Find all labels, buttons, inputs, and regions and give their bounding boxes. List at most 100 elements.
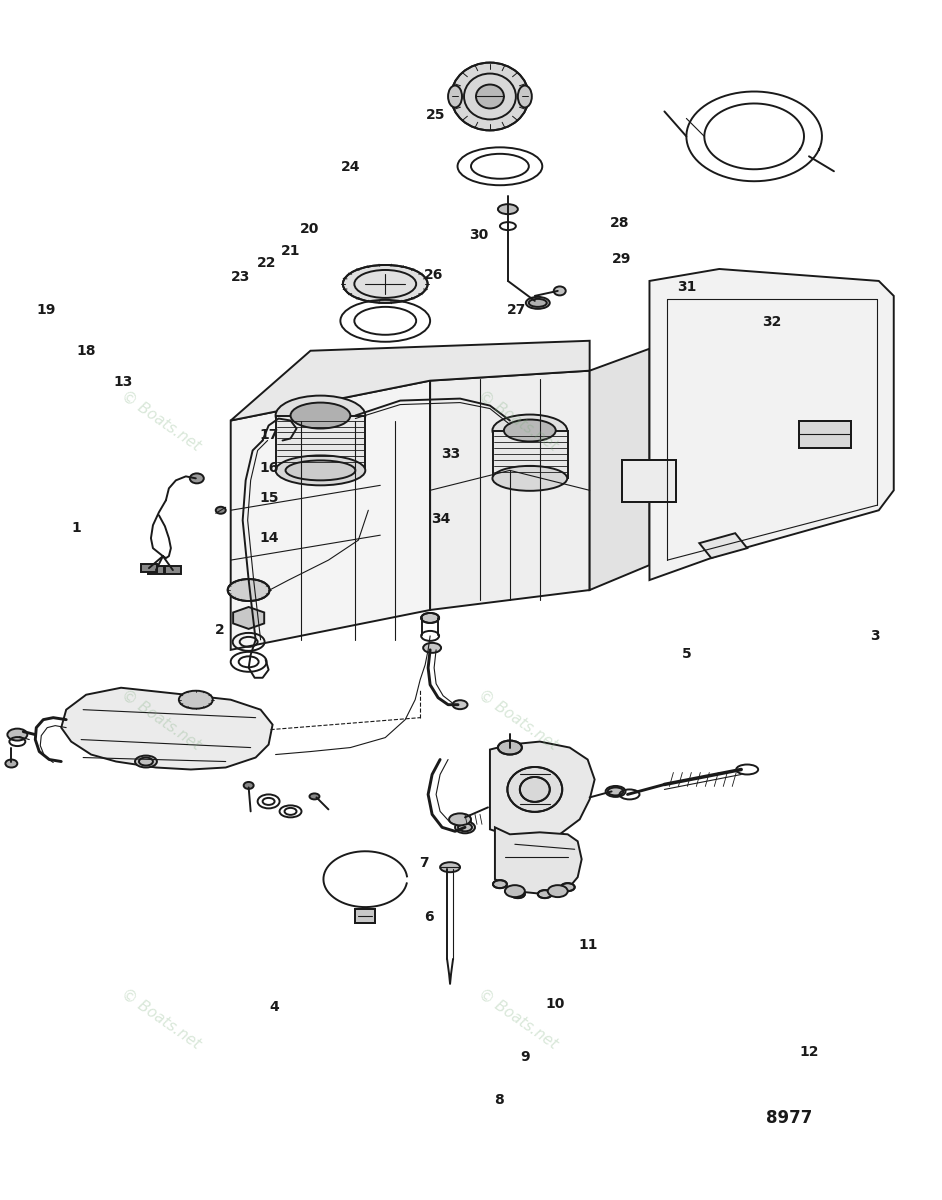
Text: © Boats.net: © Boats.net [119, 388, 203, 454]
Ellipse shape [228, 580, 269, 601]
Ellipse shape [493, 414, 567, 446]
Ellipse shape [276, 396, 365, 436]
Text: 17: 17 [259, 428, 279, 442]
Text: 24: 24 [341, 160, 361, 174]
Ellipse shape [493, 880, 507, 888]
Ellipse shape [520, 776, 550, 802]
Text: 8977: 8977 [766, 1110, 812, 1128]
Text: 30: 30 [469, 228, 488, 242]
Ellipse shape [244, 782, 253, 788]
Ellipse shape [449, 814, 471, 826]
Text: 20: 20 [300, 222, 319, 236]
Bar [799, 420, 851, 449]
Text: 10: 10 [545, 997, 565, 1012]
Ellipse shape [179, 691, 213, 709]
Ellipse shape [493, 466, 567, 491]
Ellipse shape [498, 204, 518, 214]
Bar [355, 910, 375, 923]
Text: 4: 4 [268, 1000, 279, 1014]
Text: 7: 7 [419, 857, 429, 870]
Text: 19: 19 [37, 304, 57, 318]
Bar [622, 461, 676, 503]
Polygon shape [590, 349, 649, 590]
Polygon shape [490, 742, 594, 839]
Ellipse shape [476, 84, 504, 108]
Ellipse shape [504, 420, 556, 442]
Text: © Boats.net: © Boats.net [476, 986, 560, 1051]
Text: 26: 26 [424, 268, 443, 282]
Polygon shape [231, 341, 590, 420]
Text: 11: 11 [578, 937, 598, 952]
Text: 23: 23 [231, 270, 251, 284]
Text: © Boats.net: © Boats.net [119, 686, 203, 752]
Text: 15: 15 [259, 491, 279, 505]
Text: 29: 29 [611, 252, 631, 266]
Polygon shape [495, 827, 581, 894]
Ellipse shape [511, 890, 525, 898]
Ellipse shape [451, 62, 528, 131]
Text: 1: 1 [72, 521, 81, 535]
Ellipse shape [560, 883, 575, 892]
Text: © Boats.net: © Boats.net [476, 686, 560, 752]
Ellipse shape [518, 85, 532, 108]
Polygon shape [233, 607, 264, 629]
Polygon shape [276, 415, 365, 470]
Bar [165, 566, 181, 574]
Bar [355, 910, 375, 923]
Text: 12: 12 [800, 1045, 819, 1060]
Text: © Boats.net: © Boats.net [476, 388, 560, 454]
Ellipse shape [538, 890, 552, 898]
Bar [141, 564, 157, 572]
Text: 6: 6 [424, 910, 433, 924]
Text: © Boats.net: © Boats.net [119, 986, 203, 1051]
Text: 25: 25 [426, 108, 445, 122]
Ellipse shape [498, 740, 522, 755]
Ellipse shape [216, 506, 226, 514]
Polygon shape [493, 431, 568, 479]
Text: 2: 2 [215, 623, 224, 637]
Polygon shape [649, 269, 894, 580]
Ellipse shape [455, 821, 475, 833]
Text: 13: 13 [114, 376, 133, 389]
Ellipse shape [135, 756, 157, 768]
Polygon shape [430, 371, 590, 610]
Bar [799, 420, 851, 449]
Ellipse shape [423, 643, 441, 653]
Text: 5: 5 [682, 647, 691, 661]
Bar [622, 461, 676, 503]
Ellipse shape [276, 456, 365, 485]
Ellipse shape [508, 767, 562, 812]
Ellipse shape [606, 786, 625, 797]
Ellipse shape [310, 793, 319, 799]
Ellipse shape [6, 760, 17, 768]
Ellipse shape [8, 728, 27, 740]
Ellipse shape [190, 473, 203, 484]
Ellipse shape [547, 886, 568, 898]
Text: 31: 31 [677, 280, 697, 294]
Ellipse shape [554, 287, 566, 295]
Text: 18: 18 [76, 344, 96, 358]
Ellipse shape [440, 863, 460, 872]
Ellipse shape [343, 265, 428, 302]
Text: 9: 9 [521, 1050, 530, 1064]
Ellipse shape [285, 461, 355, 480]
Polygon shape [61, 688, 272, 769]
Polygon shape [231, 380, 430, 650]
Text: 16: 16 [259, 461, 279, 475]
Ellipse shape [526, 296, 550, 308]
Ellipse shape [421, 613, 439, 623]
Ellipse shape [290, 402, 350, 428]
Text: 8: 8 [495, 1093, 504, 1108]
Polygon shape [699, 533, 747, 558]
Text: 22: 22 [256, 256, 276, 270]
Text: 33: 33 [441, 448, 460, 461]
Text: 32: 32 [762, 316, 781, 330]
Text: 3: 3 [870, 629, 880, 643]
Bar [148, 566, 164, 574]
Ellipse shape [505, 886, 525, 898]
Text: 21: 21 [281, 244, 300, 258]
Text: 27: 27 [507, 304, 526, 318]
Ellipse shape [448, 85, 462, 108]
Text: 14: 14 [259, 530, 279, 545]
Text: 34: 34 [431, 511, 450, 526]
